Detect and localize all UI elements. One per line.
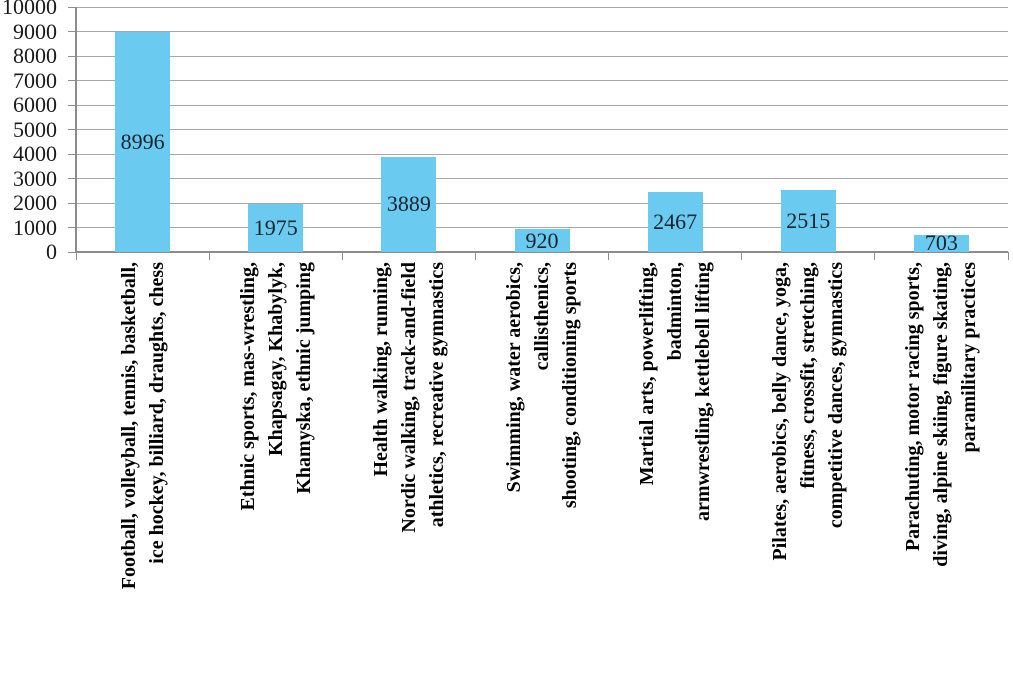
bar-value-label: 2467: [653, 208, 698, 234]
category-label-line: paramilitary practices: [958, 262, 981, 453]
category-label-text: Football, volleyball, tennis, basketball…: [115, 262, 171, 679]
y-gridline: [76, 129, 1008, 130]
category-label: Football, volleyball, tennis, basketball…: [76, 262, 209, 679]
y-tick: [68, 104, 76, 106]
category-label-text: Ethnic sports, mas-wrestling, Khapsagay, …: [234, 262, 318, 679]
category-label: Pilates, aerobics, belly dance, yoga, fit…: [742, 262, 875, 679]
bar-value-label: 920: [525, 227, 559, 253]
x-tick: [474, 252, 476, 260]
bar: 8996: [115, 31, 171, 252]
bar-value-label: 1975: [253, 214, 298, 240]
x-tick: [741, 252, 743, 260]
y-tick-label: 10000: [2, 0, 57, 19]
bar-value-label: 8996: [120, 128, 165, 154]
category-label: Swimming, water aerobics, callisthenics, s…: [475, 262, 608, 679]
y-gridline: [76, 31, 1008, 32]
y-tick-label: 3000: [13, 165, 57, 191]
category-label-line: Ethnic sports, mas-wrestling,: [236, 262, 259, 511]
x-tick: [75, 252, 77, 260]
y-tick: [68, 227, 76, 228]
y-tick: [68, 153, 76, 155]
x-axis-line: [76, 251, 1008, 253]
y-tick: [68, 31, 76, 32]
y-gridline: [76, 202, 1008, 204]
y-gridline: [76, 80, 1008, 81]
y-tick: [68, 6, 76, 8]
bar: 920: [514, 227, 570, 253]
bar: 1975: [248, 203, 304, 252]
category-label: Parachuting, motor racing sports, diving,…: [875, 262, 1008, 679]
x-tick: [341, 252, 343, 260]
category-label-line: Khamyska, ethnic jumping: [292, 262, 315, 494]
y-tick: [68, 80, 76, 81]
y-gridline: [76, 6, 1008, 8]
category-label: Martial arts, powerlifting, badminton, arm…: [609, 262, 742, 679]
bar-value-label: 2515: [786, 208, 831, 234]
bar: 3889: [381, 156, 437, 252]
category-label-line: competitive dances, gymnastics: [825, 262, 848, 529]
y-tick-label: 4000: [13, 141, 57, 166]
category-label-line: Khapsagay, Khabylyk,: [264, 262, 287, 456]
category-label-line: fitness, crossfit, stretching,: [797, 262, 820, 489]
category-label: Ethnic sports, mas-wrestling, Khapsagay, …: [209, 262, 342, 679]
y-tick-label: 8000: [13, 43, 57, 68]
category-label-line: armwrestling, kettlebell lifting: [692, 262, 715, 522]
category-label-text: Health walking, running, Nordic walking, …: [367, 262, 451, 679]
category-label-text: Pilates, aerobics, belly dance, yoga, fit…: [766, 262, 850, 679]
bar-value-label: 703: [924, 230, 958, 256]
bar: 2515: [780, 190, 836, 252]
category-label-line: ice hockey, billiard, draughts, chess: [145, 262, 168, 564]
y-tick-label: 5000: [13, 116, 57, 142]
y-tick-label: 0: [46, 239, 57, 264]
category-label-line: Parachuting, motor racing sports,: [902, 262, 925, 552]
y-tick: [68, 251, 76, 253]
y-tick-label: 7000: [13, 67, 57, 93]
y-tick-label: 6000: [13, 92, 57, 117]
category-label-line: shooting, conditioning sports: [558, 262, 581, 509]
y-gridline: [76, 178, 1008, 179]
category-label-text: Parachuting, motor racing sports, diving,…: [899, 262, 983, 679]
category-label-line: athletics, recreative gymnastics: [425, 262, 448, 528]
category-label-line: Health walking, running,: [369, 262, 392, 477]
x-tick: [874, 252, 876, 260]
y-tick-label: 2000: [13, 190, 57, 215]
y-tick-label: 1000: [13, 214, 57, 240]
category-label-line: Swimming, water aerobics,: [502, 262, 525, 493]
y-gridline: [76, 153, 1008, 155]
category-label-line: diving, alpine skiing, figure skating,: [930, 262, 953, 567]
category-label-line: Nordic walking, track-and-field: [397, 262, 420, 533]
y-tick: [68, 178, 76, 179]
y-gridline: [76, 227, 1008, 228]
bar: 2467: [647, 191, 703, 252]
y-axis-line: [75, 7, 77, 252]
bar-value-label: 3889: [386, 191, 431, 217]
bar: 703: [913, 230, 969, 256]
category-label-line: badminton,: [664, 262, 687, 361]
category-label-text: Swimming, water aerobics, callisthenics, s…: [500, 262, 584, 679]
y-gridline: [76, 55, 1008, 57]
category-label-line: Football, volleyball, tennis, basketball…: [117, 262, 140, 590]
x-tick: [608, 252, 610, 260]
x-tick: [1007, 252, 1009, 260]
y-tick: [68, 55, 76, 57]
y-tick: [68, 202, 76, 204]
category-label-line: Pilates, aerobics, belly dance, yoga,: [769, 262, 792, 561]
category-label-line: Martial arts, powerlifting,: [636, 262, 659, 486]
category-label: Health walking, running, Nordic walking, …: [342, 262, 475, 679]
y-tick-label: 9000: [13, 18, 57, 44]
x-tick: [208, 252, 210, 260]
y-gridline: [76, 104, 1008, 106]
category-label-line: callisthenics,: [530, 262, 553, 371]
y-tick: [68, 129, 76, 130]
category-label-text: Martial arts, powerlifting, badminton, arm…: [633, 262, 717, 679]
